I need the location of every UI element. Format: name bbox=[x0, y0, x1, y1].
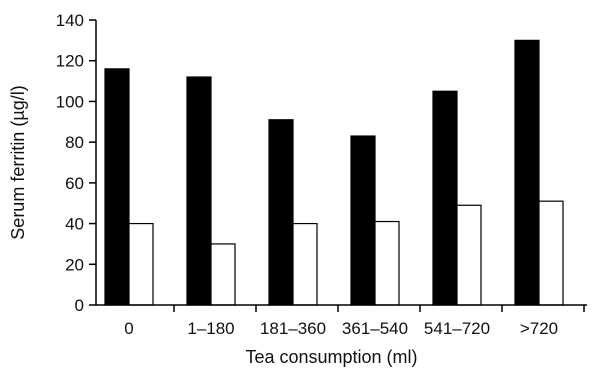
y-tick-label: 100 bbox=[56, 92, 84, 111]
y-tick-label: 80 bbox=[65, 133, 84, 152]
bar-series-1 bbox=[350, 135, 376, 306]
x-tick-label: 361–540 bbox=[342, 319, 408, 338]
bar-series-2 bbox=[374, 220, 400, 306]
y-tick-label: 140 bbox=[56, 11, 84, 30]
bar-series-2 bbox=[128, 222, 154, 306]
x-tick-label: 1–180 bbox=[187, 319, 234, 338]
x-tick-label: 181–360 bbox=[260, 319, 326, 338]
x-axis-title: Tea consumption (ml) bbox=[245, 347, 417, 367]
bar-series-2 bbox=[210, 243, 236, 306]
bar-series-1 bbox=[104, 68, 130, 306]
bar-series-2 bbox=[538, 200, 564, 306]
bar-series-1 bbox=[268, 119, 294, 306]
y-tick-label: 40 bbox=[65, 215, 84, 234]
y-tick-label: 60 bbox=[65, 174, 84, 193]
bar-series-2 bbox=[292, 222, 318, 306]
bar-series-1 bbox=[432, 90, 458, 306]
y-tick-label: 120 bbox=[56, 52, 84, 71]
x-tick-label: 0 bbox=[124, 319, 133, 338]
bar-series-1 bbox=[514, 39, 540, 306]
bar-series-2 bbox=[456, 204, 482, 306]
y-tick-label: 20 bbox=[65, 255, 84, 274]
bar-series-1 bbox=[186, 76, 212, 306]
plot-area: 0 20 40 60 80 100 120 140 0 1–180 181–360 361–540 54… bbox=[56, 11, 585, 338]
x-tick-label: 541–720 bbox=[424, 319, 490, 338]
y-axis-title: Serum ferritin (µg/l) bbox=[8, 85, 28, 239]
y-tick-label: 0 bbox=[75, 296, 84, 315]
x-tick-label: >720 bbox=[520, 319, 558, 338]
